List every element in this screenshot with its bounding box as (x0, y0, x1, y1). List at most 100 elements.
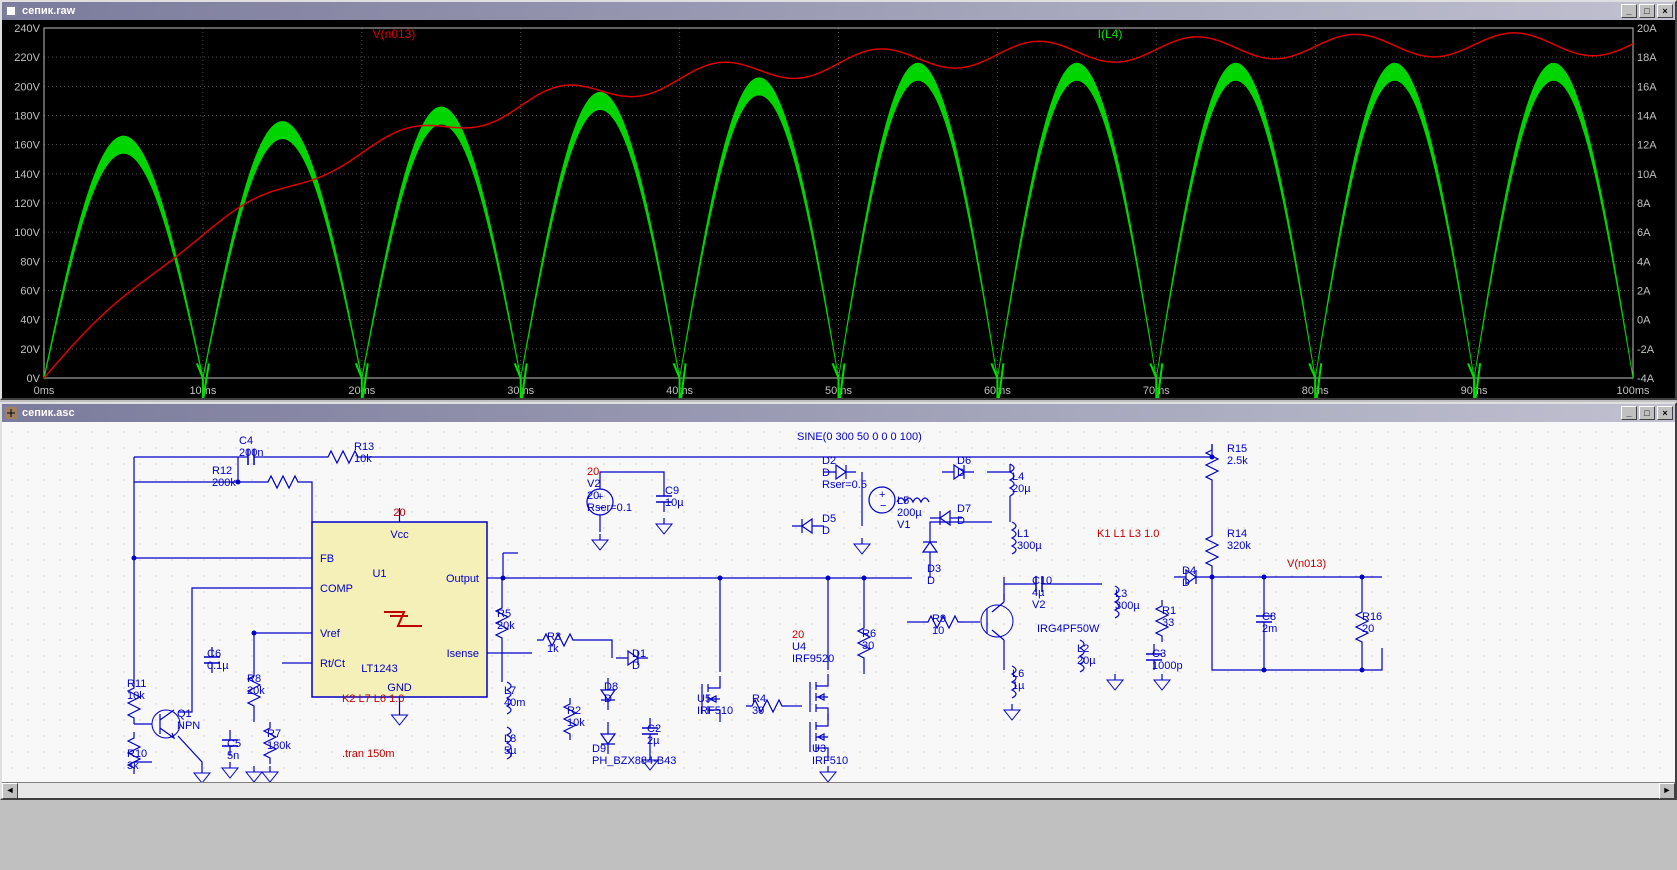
svg-text:D2: D2 (822, 455, 836, 467)
svg-text:C3: C3 (1152, 648, 1166, 660)
svg-text:U3: U3 (812, 743, 826, 755)
svg-text:40m: 40m (504, 697, 525, 709)
svg-text:R8: R8 (247, 673, 261, 685)
svg-text:20A: 20A (1637, 23, 1657, 35)
svg-text:300µ: 300µ (1017, 540, 1042, 552)
svg-text:L6: L6 (1012, 668, 1024, 680)
svg-text:K2 L7 L6 1.0: K2 L7 L6 1.0 (342, 693, 404, 705)
svg-text:80V: 80V (20, 256, 40, 268)
svg-text:NPN: NPN (177, 720, 200, 732)
maximize-button[interactable]: □ (1639, 4, 1655, 18)
svg-text:COMP: COMP (320, 583, 353, 595)
svg-text:Q1: Q1 (177, 708, 192, 720)
scroll-right-button[interactable]: ► (1659, 783, 1675, 799)
svg-text:16A: 16A (1637, 81, 1657, 93)
svg-text:0ms: 0ms (34, 385, 55, 397)
svg-text:Rt/Ct: Rt/Ct (320, 658, 345, 670)
minimize-button[interactable]: _ (1621, 406, 1637, 420)
svg-text:20: 20 (1362, 623, 1374, 635)
svg-text:20µ: 20µ (1012, 483, 1031, 495)
svg-text:D8: D8 (604, 681, 618, 693)
svg-text:20V: 20V (20, 344, 40, 356)
svg-text:C6: C6 (207, 648, 221, 660)
svg-text:4A: 4A (1637, 256, 1651, 268)
svg-text:40V: 40V (20, 315, 40, 327)
svg-text:8A: 8A (1637, 198, 1651, 210)
svg-text:D1: D1 (632, 648, 646, 660)
svg-text:L4: L4 (1012, 471, 1024, 483)
schematic-titlebar[interactable]: сепик.asc _ □ × (2, 404, 1675, 422)
svg-text:C9: C9 (665, 485, 679, 497)
svg-text:U5: U5 (697, 693, 711, 705)
svg-text:I(L4): I(L4) (1098, 27, 1123, 41)
svg-text:R3: R3 (547, 631, 561, 643)
svg-text:120V: 120V (14, 198, 40, 210)
close-button[interactable]: × (1657, 4, 1673, 18)
svg-text:1k: 1k (547, 643, 559, 655)
waveform-plot[interactable]: 0ms10ms20ms30ms40ms50ms60ms70ms80ms90ms1… (2, 20, 1675, 398)
svg-text:20µ: 20µ (1077, 655, 1096, 667)
svg-text:L7: L7 (504, 685, 516, 697)
svg-text:140V: 140V (14, 169, 40, 181)
svg-text:R12: R12 (212, 465, 232, 477)
svg-text:2.5k: 2.5k (1227, 455, 1248, 467)
svg-text:R13: R13 (354, 441, 374, 453)
svg-text:10k: 10k (354, 453, 372, 465)
svg-text:200µ: 200µ (897, 507, 922, 519)
minimize-button[interactable]: _ (1621, 4, 1637, 18)
svg-text:12A: 12A (1637, 140, 1657, 152)
svg-text:L8: L8 (504, 733, 516, 745)
svg-text:0A: 0A (1637, 315, 1651, 327)
svg-text:-2A: -2A (1637, 344, 1655, 356)
svg-text:V2: V2 (587, 478, 600, 490)
svg-text:R9: R9 (932, 613, 946, 625)
svg-text:D: D (1182, 577, 1190, 589)
svg-text:200n: 200n (239, 447, 263, 459)
svg-text:V2: V2 (1032, 599, 1045, 611)
svg-text:D: D (927, 575, 935, 587)
svg-text:R1: R1 (1162, 605, 1176, 617)
svg-text:10k: 10k (567, 717, 585, 729)
svg-text:D: D (957, 515, 965, 527)
schematic-title: сепик.asc (22, 407, 1619, 419)
svg-text:V(n013): V(n013) (1287, 558, 1326, 570)
svg-text:20: 20 (587, 490, 599, 502)
waveform-titlebar[interactable]: сепик.raw _ □ × (2, 2, 1675, 20)
svg-text:30: 30 (752, 705, 764, 717)
svg-text:C8: C8 (1262, 611, 1276, 623)
svg-text:33: 33 (1162, 617, 1174, 629)
svg-text:10µ: 10µ (665, 497, 684, 509)
schematic-canvas[interactable]: 20VccGNDU1LT1243FBCOMPVrefRt/CtOutputIse… (2, 422, 1675, 782)
svg-text:20k: 20k (247, 685, 265, 697)
svg-text:200k: 200k (212, 477, 236, 489)
svg-text:L1: L1 (1017, 528, 1029, 540)
schematic-scrollbar[interactable]: ◄ ► (2, 782, 1675, 798)
svg-text:20: 20 (587, 466, 599, 478)
close-button[interactable]: × (1657, 406, 1673, 420)
svg-text:IRF510: IRF510 (697, 705, 733, 717)
svg-text:D: D (822, 525, 830, 537)
scroll-left-button[interactable]: ◄ (2, 783, 18, 799)
svg-text:5µ: 5µ (504, 745, 517, 757)
svg-text:U1: U1 (372, 568, 386, 580)
svg-text:320k: 320k (1227, 540, 1251, 552)
svg-text:10k: 10k (127, 690, 145, 702)
svg-text:D6: D6 (957, 455, 971, 467)
svg-text:R7: R7 (267, 728, 281, 740)
svg-text:IRF9520: IRF9520 (792, 653, 834, 665)
maximize-button[interactable]: □ (1639, 406, 1655, 420)
svg-text:20k: 20k (497, 620, 515, 632)
svg-text:300µ: 300µ (1115, 600, 1140, 612)
svg-text:R15: R15 (1227, 443, 1247, 455)
svg-text:1µ: 1µ (1012, 680, 1025, 692)
svg-text:R10: R10 (127, 748, 147, 760)
svg-text:D9: D9 (592, 743, 606, 755)
svg-text:Rser=0.1: Rser=0.1 (587, 502, 632, 514)
svg-text:180V: 180V (14, 111, 40, 123)
scroll-track[interactable] (18, 783, 1659, 798)
svg-text:100V: 100V (14, 227, 40, 239)
svg-text:D: D (632, 660, 640, 672)
svg-text:5n: 5n (227, 750, 239, 762)
svg-text:Isense: Isense (447, 648, 479, 660)
svg-text:2m: 2m (1262, 623, 1277, 635)
